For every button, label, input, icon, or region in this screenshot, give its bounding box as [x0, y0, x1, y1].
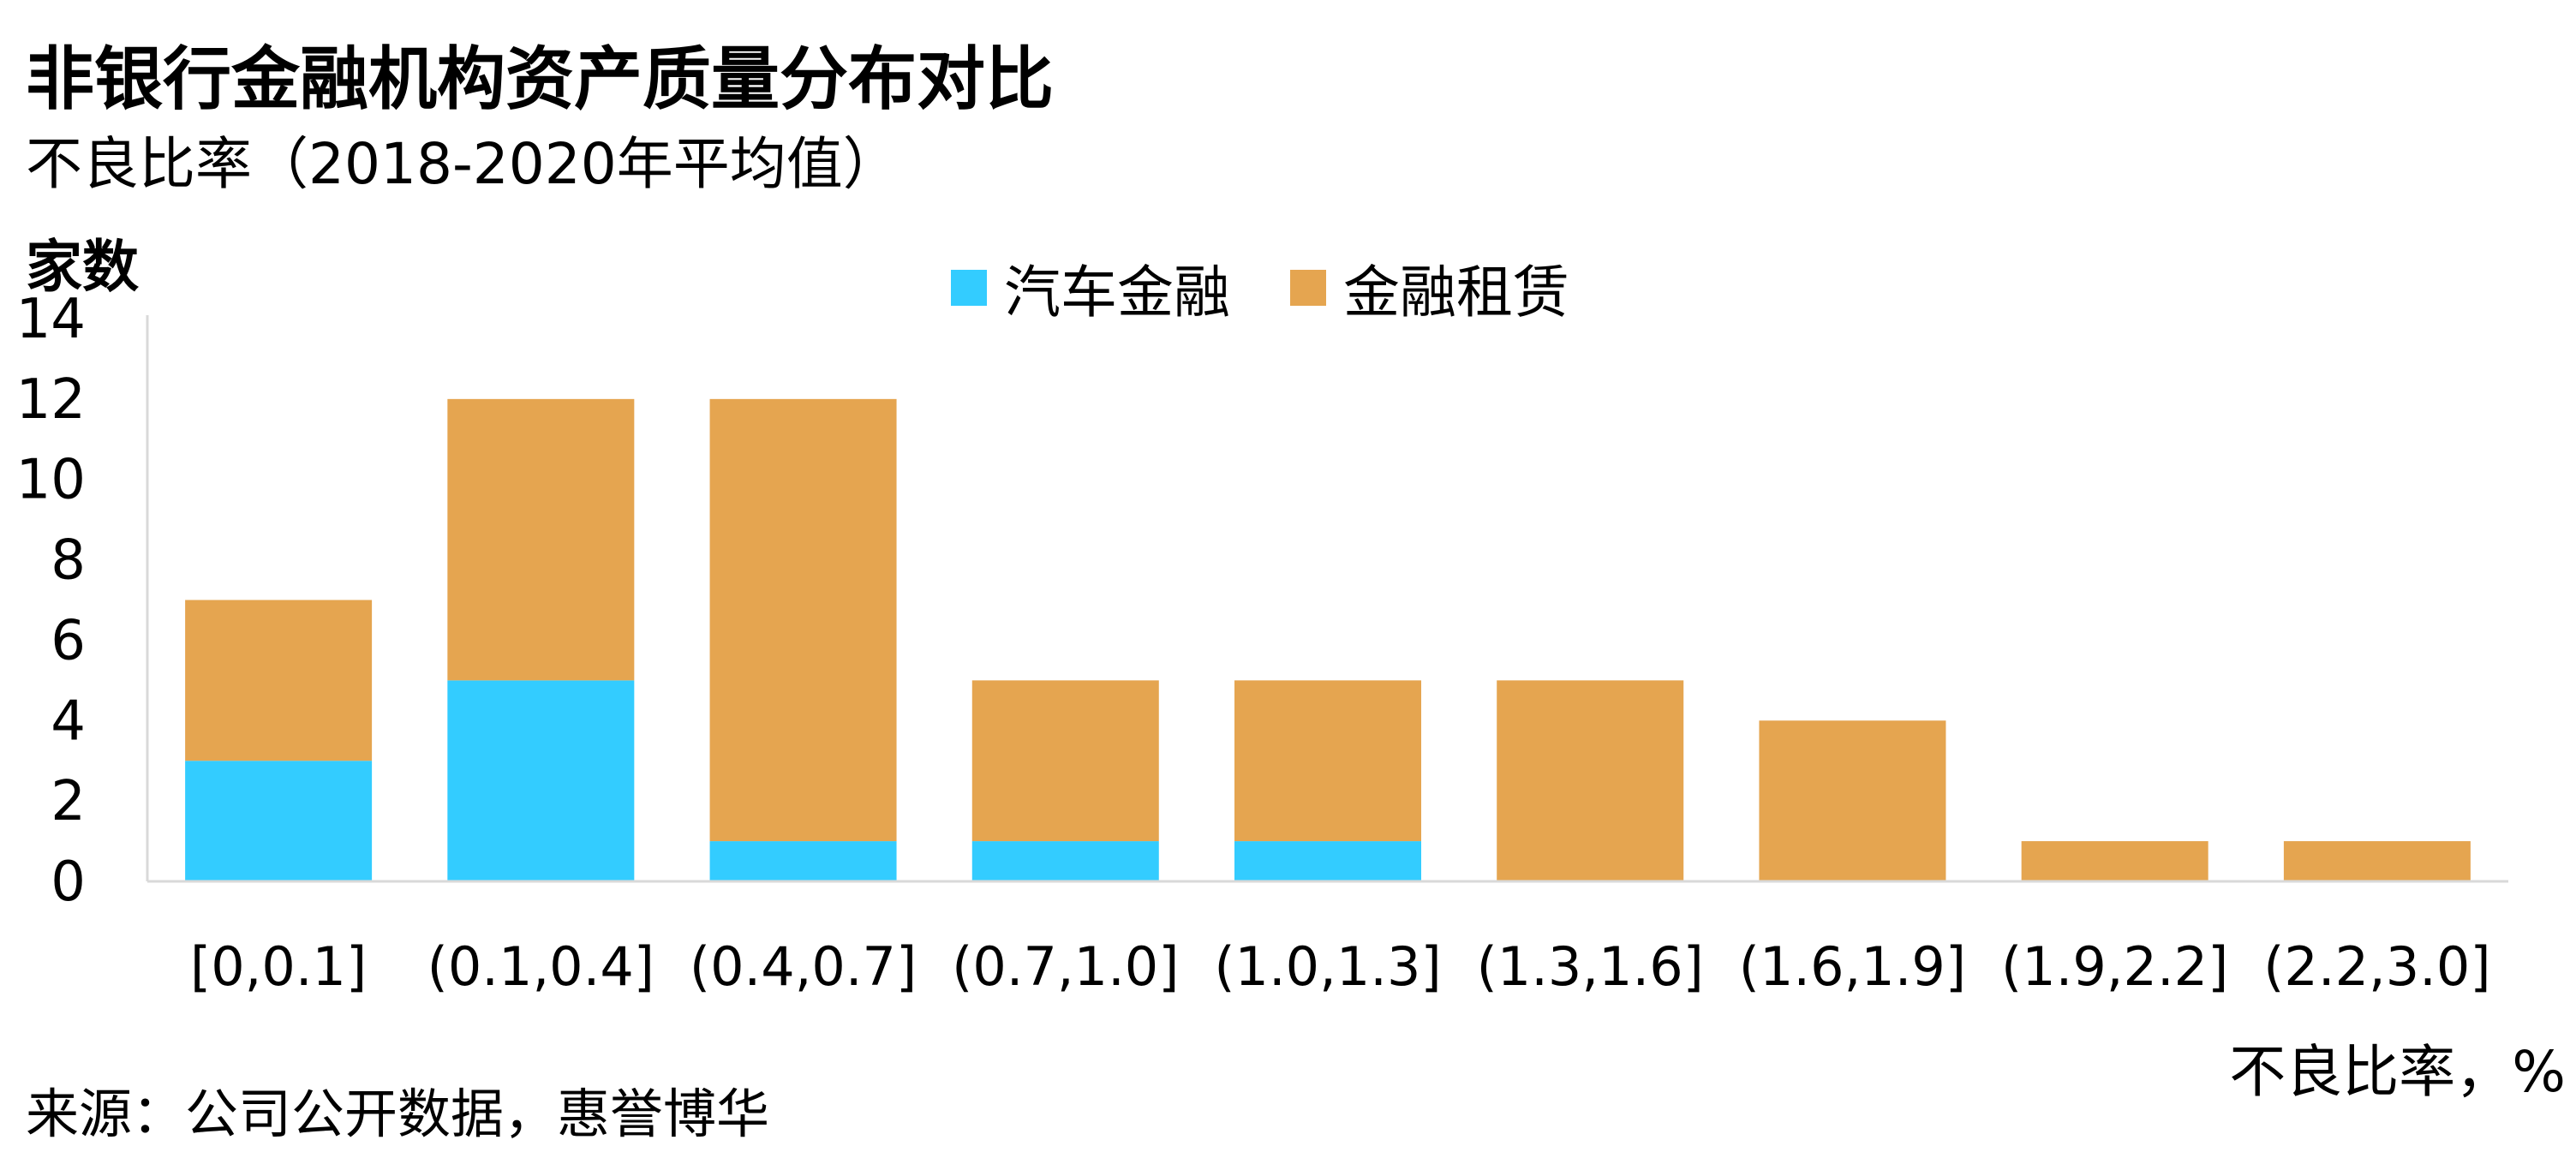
chart-subtitle: 不良比率（2018-2020年平均值）: [26, 131, 900, 197]
bar-auto-finance: [185, 761, 373, 881]
legend: 汽车金融 金融租赁: [951, 247, 1629, 329]
y-tick-label: 2: [51, 770, 86, 833]
y-tick-label: 8: [51, 529, 86, 593]
bar-auto-finance: [447, 680, 635, 881]
y-tick-label: 6: [51, 609, 86, 672]
x-tick-label: (0.7,1.0]: [952, 935, 1179, 998]
x-axis-label: 不良比率，%: [2229, 1039, 2566, 1105]
bar-financial-leasing: [447, 398, 635, 681]
bar-financial-leasing: [185, 600, 373, 761]
bar-financial-leasing: [2021, 841, 2208, 881]
x-tick-label: (2.2,3.0]: [2263, 935, 2490, 998]
bar-financial-leasing: [1497, 680, 1684, 881]
legend-label-financial-leasing: 金融租赁: [1343, 260, 1569, 325]
bar-auto-finance: [709, 841, 897, 881]
bar-financial-leasing: [2283, 841, 2471, 881]
source-note: 来源：公司公开数据，惠誉博华: [26, 1083, 770, 1145]
legend-label-auto-finance: 汽车金融: [1004, 260, 1230, 325]
y-tick-label: 10: [16, 449, 86, 512]
y-axis-label: 家数: [26, 234, 139, 300]
chart-title: 非银行金融机构资产质量分布对比: [26, 39, 1054, 119]
y-tick-label: 12: [16, 368, 86, 432]
bar-financial-leasing: [1234, 680, 1421, 842]
bar-financial-leasing: [1759, 720, 1946, 881]
bar-financial-leasing: [971, 680, 1159, 842]
bar-auto-finance: [971, 841, 1159, 881]
legend-item-financial-leasing: 金融租赁: [1290, 247, 1569, 329]
x-tick-label: (1.0,1.3]: [1214, 935, 1441, 998]
x-tick-label: (0.4,0.7]: [690, 935, 917, 998]
legend-swatch-auto-finance: [951, 270, 987, 306]
legend-item-auto-finance: 汽车金融: [951, 247, 1230, 329]
y-tick-label: 14: [16, 288, 86, 351]
bar-auto-finance: [1234, 841, 1421, 881]
x-tick-label: (1.6,1.9]: [1739, 935, 1966, 998]
y-tick-label: 4: [51, 689, 86, 753]
bar-financial-leasing: [709, 398, 897, 842]
legend-swatch-financial-leasing: [1290, 270, 1326, 306]
x-tick-label: (1.3,1.6]: [1477, 935, 1704, 998]
x-tick-label: (1.9,2.2]: [2001, 935, 2228, 998]
y-tick-label: 0: [51, 851, 86, 914]
x-tick-label: [0,0.1]: [190, 935, 367, 998]
x-tick-label: (0.1,0.4]: [427, 935, 654, 998]
